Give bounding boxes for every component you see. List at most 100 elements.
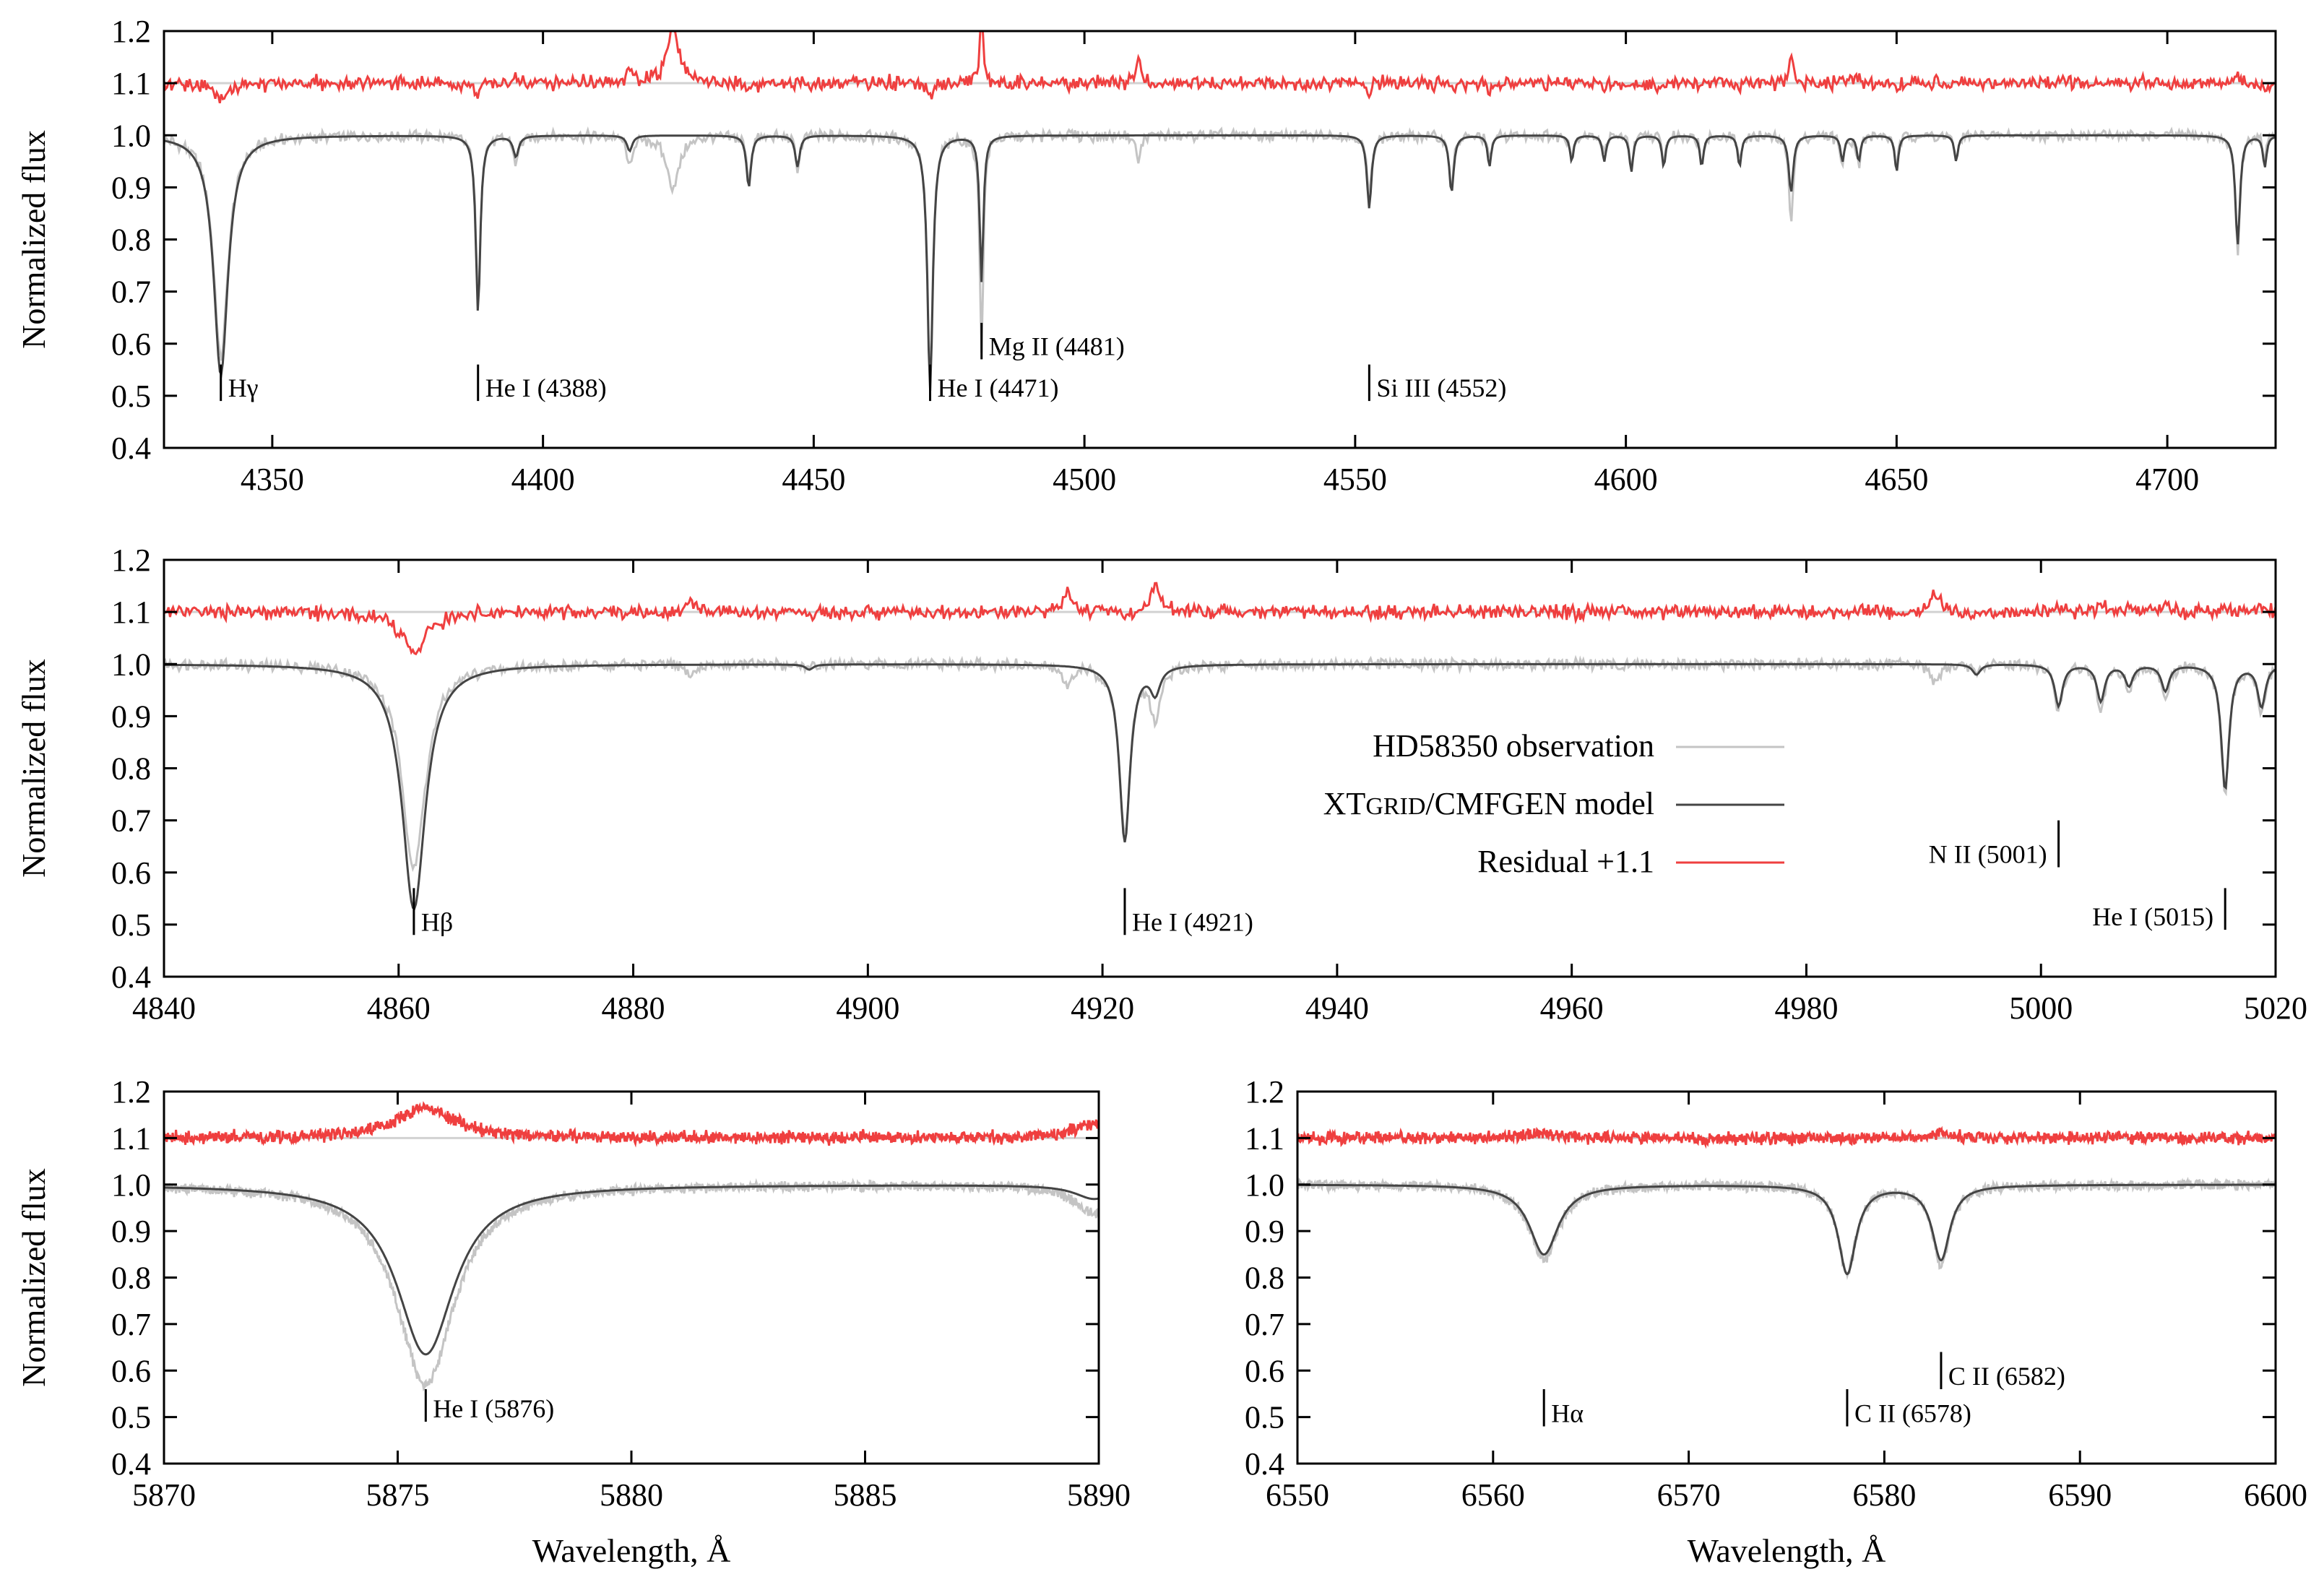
line-marker-label: He I (5015) [2092, 902, 2213, 931]
y-tick-label: 0.5 [111, 379, 151, 414]
legend-label-residual: Residual +1.1 [1477, 844, 1654, 879]
y-tick-label: 0.7 [1245, 1307, 1284, 1342]
x-tick-label: 4860 [367, 990, 431, 1026]
y-tick-label: 0.9 [111, 699, 151, 734]
y-tick-label: 0.8 [111, 751, 151, 787]
x-axis-title: Wavelength, Å [1688, 1532, 1886, 1569]
line-marker-label: He I (5876) [433, 1394, 554, 1423]
series-residual [164, 1101, 1099, 1148]
y-tick-label: 0.9 [111, 170, 151, 205]
series-residual [164, 31, 2276, 104]
legend-label-model-rest: /CMFGEN model [1425, 786, 1654, 821]
x-tick-label: 4650 [1865, 462, 1928, 497]
x-tick-label: 4500 [1053, 462, 1116, 497]
x-tick-label: 4700 [2135, 462, 2199, 497]
y-tick-label: 1.2 [1245, 1074, 1284, 1110]
x-axis-title: Wavelength, Å [532, 1532, 731, 1569]
x-tick-label: 5000 [2009, 990, 2073, 1026]
y-tick-label: 0.4 [111, 1446, 151, 1482]
x-tick-label: 4350 [241, 462, 304, 497]
y-tick-label: 0.4 [1245, 1446, 1284, 1482]
x-tick-label: 4920 [1071, 990, 1134, 1026]
x-tick-label: 6600 [2244, 1477, 2307, 1513]
y-tick-label: 0.4 [111, 431, 151, 466]
x-tick-label: 4840 [132, 990, 196, 1026]
y-tick-label: 0.5 [111, 1400, 151, 1435]
line-marker-label: Si III (4552) [1376, 373, 1506, 402]
y-tick-label: 0.6 [111, 327, 151, 362]
y-tick-label: 1.0 [111, 647, 151, 682]
y-tick-label: 0.7 [111, 1307, 151, 1342]
series-model [164, 662, 2276, 911]
y-tick-label: 1.0 [111, 1167, 151, 1203]
x-tick-label: 6570 [1657, 1477, 1721, 1513]
x-tick-label: 4880 [602, 990, 665, 1026]
y-axis-title: Normalized flux [15, 130, 52, 349]
y-tick-label: 0.5 [111, 907, 151, 943]
line-marker-label: C II (6578) [1854, 1399, 1971, 1428]
y-tick-label: 0.5 [1245, 1400, 1284, 1435]
y-tick-label: 0.7 [111, 803, 151, 839]
y-tick-label: 1.1 [111, 66, 151, 101]
y-tick-label: 0.8 [111, 222, 151, 258]
line-marker-label: C II (6582) [1948, 1362, 2065, 1391]
y-tick-label: 0.8 [111, 1261, 151, 1296]
y-tick-label: 0.8 [1245, 1261, 1284, 1296]
y-tick-label: 0.4 [111, 959, 151, 995]
x-tick-label: 6550 [1266, 1477, 1329, 1513]
series-observation [164, 654, 2276, 873]
y-tick-label: 0.7 [111, 275, 151, 310]
y-tick-label: 1.0 [1245, 1167, 1284, 1203]
x-tick-label: 4550 [1323, 462, 1387, 497]
line-marker-label: Hγ [228, 373, 259, 402]
x-tick-label: 5020 [2244, 990, 2307, 1026]
x-tick-label: 6580 [1852, 1477, 1916, 1513]
x-tick-label: 4450 [782, 462, 845, 497]
y-tick-label: 1.1 [1245, 1120, 1284, 1156]
legend-label-observation: HD58350 observation [1373, 728, 1654, 764]
x-tick-label: 4940 [1305, 990, 1369, 1026]
y-tick-label: 1.1 [111, 595, 151, 630]
panel-3: 0.4 0.5 0.6 0.7 0.8 0.9 1.0 1.1 1.2 5870 5875 5880 5… [15, 1074, 1131, 1569]
series-residual [1297, 1125, 2276, 1149]
legend-label-model-smallcaps: GRID [1365, 793, 1425, 820]
y-tick-label: 1.2 [111, 14, 151, 49]
x-tick-label: 4900 [836, 990, 899, 1026]
line-marker-label: Hα [1551, 1399, 1584, 1428]
line-marker-label: N II (5001) [1929, 840, 2047, 869]
panel-4: 0.4 0.5 0.6 0.7 0.8 0.9 1.0 1.1 1.2 6550 6560 6570 6… [1245, 1074, 2307, 1569]
y-tick-label: 1.2 [111, 1074, 151, 1110]
x-tick-label: 4400 [511, 462, 575, 497]
y-axis-title: Normalized flux [15, 1168, 52, 1387]
x-tick-label: 5885 [834, 1477, 897, 1513]
line-marker-label: He I (4388) [485, 373, 607, 402]
x-tick-label: 4600 [1594, 462, 1658, 497]
y-axis-title: Normalized flux [15, 659, 52, 878]
x-tick-label: 5890 [1067, 1477, 1131, 1513]
panel-1: 0.4 0.5 0.6 0.7 0.8 0.9 1.0 1.1 1.2 4350 4400 4450 4… [15, 14, 2277, 497]
y-tick-label: 0.9 [111, 1214, 151, 1249]
x-tick-label: 5870 [132, 1477, 196, 1513]
line-marker-label: Mg II (4481) [989, 332, 1125, 360]
series-model [164, 134, 2276, 391]
y-tick-label: 0.6 [1245, 1353, 1284, 1388]
y-tick-label: 1.2 [111, 543, 151, 578]
y-tick-label: 0.6 [111, 855, 151, 891]
series-model [164, 1184, 1099, 1356]
line-marker-label: He I (4921) [1132, 907, 1253, 936]
x-tick-label: 6560 [1461, 1477, 1525, 1513]
y-tick-label: 0.6 [111, 1353, 151, 1388]
y-tick-label: 1.0 [111, 118, 151, 153]
x-tick-label: 4980 [1774, 990, 1838, 1026]
panel-2: 0.4 0.5 0.6 0.7 0.8 0.9 1.0 1.1 1.2 4840 4860 4880 4… [15, 543, 2307, 1026]
legend-label-model: XTGRID/CMFGEN model [1323, 786, 1654, 821]
legend: HD58350 observation XTGRID/CMFGEN model … [1323, 728, 1784, 879]
y-tick-label: 0.9 [1245, 1214, 1284, 1249]
x-tick-label: 5875 [366, 1477, 430, 1513]
series-model [1297, 1183, 2276, 1276]
y-tick-label: 1.1 [111, 1120, 151, 1156]
legend-label-model-main: XT [1323, 786, 1366, 821]
series-residual [164, 582, 2276, 656]
x-tick-label: 6590 [2048, 1477, 2112, 1513]
